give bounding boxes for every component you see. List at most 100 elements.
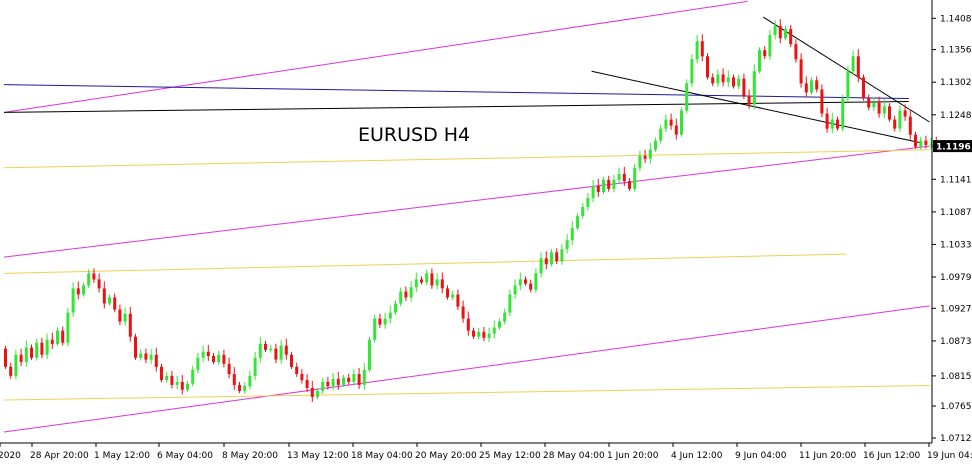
candle: [529, 279, 533, 293]
candle: [87, 269, 91, 289]
candle: [35, 338, 39, 361]
candle-body: [217, 354, 221, 362]
candle: [903, 104, 907, 121]
candle-body: [295, 366, 299, 374]
candle: [430, 268, 434, 289]
candle: [4, 345, 7, 369]
candle-body: [482, 331, 486, 338]
candle: [388, 305, 392, 324]
candle-body: [404, 291, 408, 298]
candle-body: [331, 378, 335, 387]
candle-body: [529, 283, 533, 290]
candle-body: [804, 83, 808, 93]
y-axis-ticks: 1.1408 1.1356 1.1302 1.1248 1.1196 1.1141 1.10…: [932, 14, 972, 444]
candle: [716, 69, 720, 87]
candle-body: [321, 381, 325, 391]
candle: [186, 380, 189, 392]
candle: [919, 136, 923, 150]
candle: [66, 307, 70, 347]
candle: [108, 294, 111, 306]
candle: [690, 54, 694, 87]
candle-body: [825, 113, 829, 129]
x-tick-label: 9 Jun 04:00: [735, 451, 787, 460]
candle: [92, 268, 96, 283]
candle: [420, 276, 423, 285]
candle-body: [425, 273, 429, 283]
candle-body: [362, 369, 366, 385]
candle: [924, 135, 928, 149]
y-tick-label: 1.0873: [940, 337, 972, 347]
candle-body: [139, 353, 143, 358]
candle: [123, 307, 127, 326]
candle-body: [357, 374, 361, 385]
candle-body: [440, 279, 444, 289]
candle-body: [706, 56, 709, 78]
candle: [700, 34, 704, 62]
candle: [628, 178, 631, 191]
candle: [492, 320, 496, 339]
candle-body: [342, 377, 345, 385]
candle-body: [76, 288, 80, 295]
candle: [97, 273, 101, 293]
candle-body: [628, 181, 631, 189]
candle: [742, 73, 746, 99]
candle: [404, 286, 408, 301]
candle-body: [903, 110, 907, 117]
candle-body: [466, 318, 470, 331]
candle: [560, 244, 564, 265]
candle: [487, 327, 491, 343]
candle: [794, 39, 798, 63]
channel-line-yellow-3: [3, 149, 930, 169]
candle-body: [685, 83, 689, 111]
candle: [633, 163, 637, 192]
candle: [784, 26, 787, 41]
candle: [451, 290, 455, 301]
candle-body: [191, 369, 195, 384]
candle: [134, 333, 137, 360]
candle-body: [180, 381, 184, 390]
candle-body: [830, 119, 834, 129]
candle: [789, 25, 793, 47]
candle: [139, 349, 143, 361]
candle: [648, 142, 652, 164]
candle: [472, 327, 475, 339]
candle-body: [643, 155, 647, 159]
candle: [113, 293, 117, 313]
candle: [461, 300, 465, 323]
candle: [664, 114, 668, 133]
candle: [238, 381, 241, 393]
channel-line-magenta-2: [3, 305, 930, 433]
candle: [758, 47, 761, 74]
candle-body: [9, 366, 13, 376]
candle-body: [128, 313, 132, 337]
candle-body: [253, 357, 257, 376]
candle-body: [607, 179, 611, 189]
candle-body: [695, 41, 699, 60]
candle: [357, 368, 361, 390]
candle-body: [102, 288, 106, 304]
candle: [602, 176, 605, 195]
candle-body: [872, 102, 876, 108]
candle-body: [30, 347, 33, 358]
candle: [825, 107, 829, 133]
candle-body: [581, 207, 585, 216]
candle-body: [638, 155, 642, 168]
candle: [232, 367, 236, 390]
candle-body: [378, 318, 382, 325]
candle-body: [368, 339, 371, 370]
candle-body: [503, 312, 507, 322]
candle-body: [674, 125, 678, 135]
candle: [737, 74, 741, 90]
candle: [550, 249, 553, 267]
candle-body: [659, 128, 663, 141]
candle: [274, 343, 278, 364]
candle-body: [170, 375, 174, 385]
channel-line-black-7: [3, 101, 909, 113]
candle: [40, 337, 44, 359]
candle: [128, 306, 132, 342]
candle-body: [908, 116, 912, 135]
candle-body: [856, 56, 860, 78]
candle: [295, 362, 299, 377]
candle: [773, 20, 777, 40]
